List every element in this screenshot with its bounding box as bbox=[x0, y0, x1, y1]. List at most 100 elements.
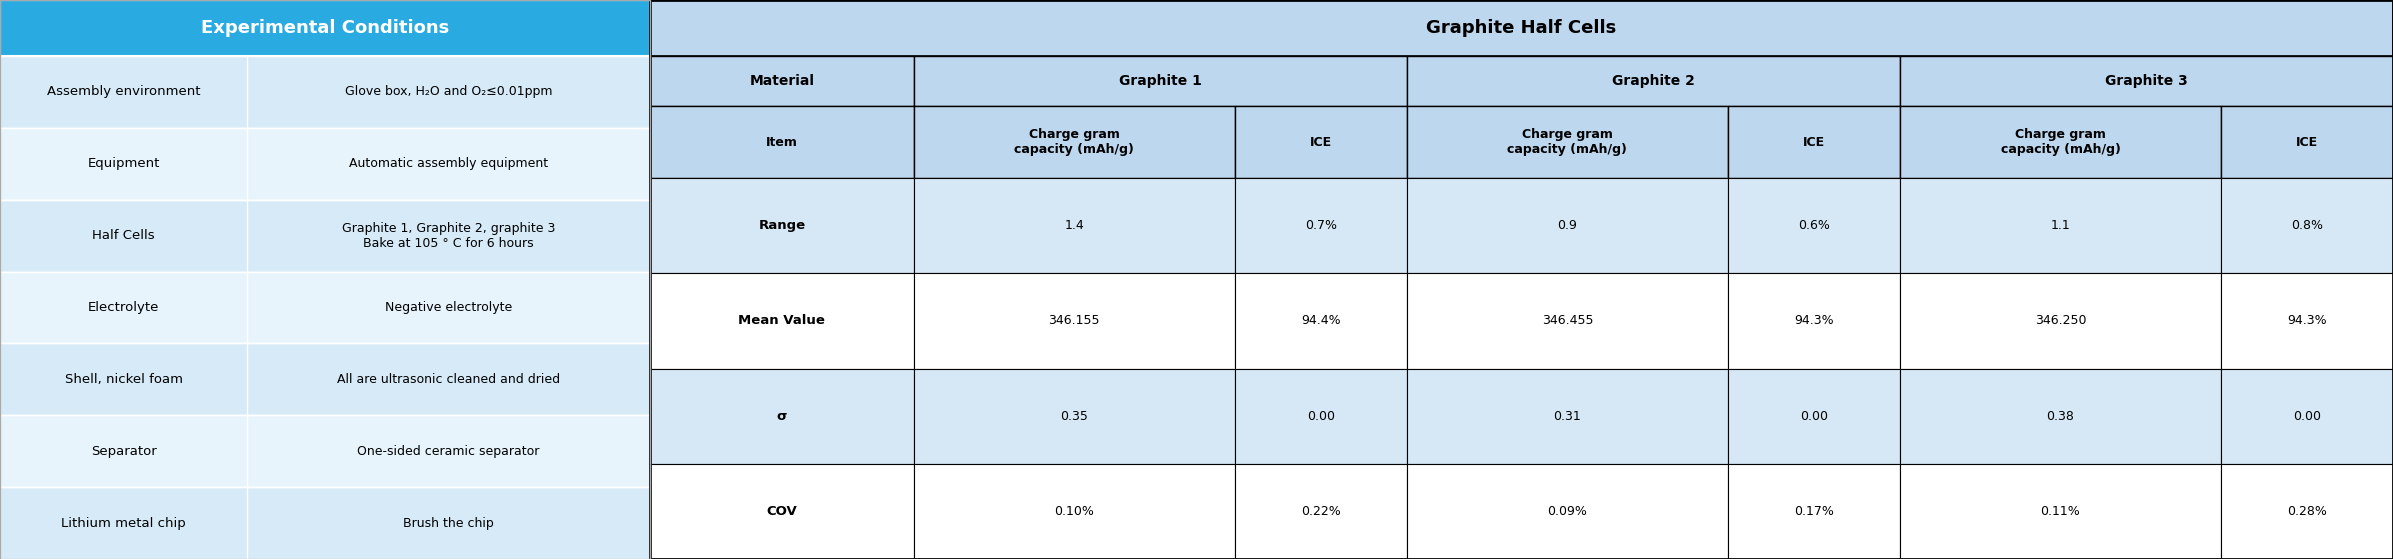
Bar bbox=[0, 415, 651, 487]
Text: Negative electrolyte: Negative electrolyte bbox=[385, 301, 512, 314]
Text: Brush the chip: Brush the chip bbox=[402, 517, 493, 529]
Text: 1.4: 1.4 bbox=[1065, 219, 1084, 232]
Bar bbox=[1900, 56, 2393, 106]
Text: 0.22%: 0.22% bbox=[1302, 505, 1340, 518]
Text: Charge gram
capacity (mAh/g): Charge gram capacity (mAh/g) bbox=[1015, 128, 1134, 156]
Bar bbox=[2221, 106, 2393, 178]
Text: Charge gram
capacity (mAh/g): Charge gram capacity (mAh/g) bbox=[1508, 128, 1627, 156]
Bar bbox=[1728, 273, 1900, 368]
Bar bbox=[1900, 368, 2221, 464]
Text: Graphite 3: Graphite 3 bbox=[2106, 74, 2187, 88]
Text: Graphite 1, Graphite 2, graphite 3
Bake at 105 ° C for 6 hours: Graphite 1, Graphite 2, graphite 3 Bake … bbox=[342, 221, 555, 250]
Bar bbox=[651, 106, 914, 178]
Bar bbox=[2221, 464, 2393, 559]
Bar bbox=[1235, 178, 1407, 273]
Bar bbox=[2221, 178, 2393, 273]
Text: 0.7%: 0.7% bbox=[1304, 219, 1338, 232]
Text: 0.28%: 0.28% bbox=[2288, 505, 2326, 518]
Text: 0.9: 0.9 bbox=[1558, 219, 1577, 232]
Text: ICE: ICE bbox=[2295, 135, 2319, 149]
Text: Equipment: Equipment bbox=[86, 157, 160, 170]
Text: 0.00: 0.00 bbox=[1800, 410, 1828, 423]
Bar bbox=[914, 368, 1235, 464]
Text: ICE: ICE bbox=[1309, 135, 1333, 149]
Bar bbox=[0, 343, 651, 415]
Text: 1.1: 1.1 bbox=[2051, 219, 2070, 232]
Bar bbox=[651, 56, 914, 106]
Bar bbox=[1407, 368, 1728, 464]
Bar bbox=[1407, 56, 1900, 106]
Text: Electrolyte: Electrolyte bbox=[89, 301, 160, 314]
Bar bbox=[914, 464, 1235, 559]
Text: 0.00: 0.00 bbox=[2292, 410, 2321, 423]
Bar bbox=[914, 273, 1235, 368]
Text: 0.09%: 0.09% bbox=[1548, 505, 1587, 518]
Text: Graphite 1: Graphite 1 bbox=[1120, 74, 1201, 88]
Bar bbox=[1407, 178, 1728, 273]
Text: 346.455: 346.455 bbox=[1541, 314, 1594, 328]
Bar bbox=[0, 272, 651, 343]
Bar bbox=[1728, 106, 1900, 178]
Text: Shell, nickel foam: Shell, nickel foam bbox=[65, 373, 182, 386]
Bar bbox=[1407, 106, 1728, 178]
Text: 0.6%: 0.6% bbox=[1797, 219, 1831, 232]
Text: 94.3%: 94.3% bbox=[2288, 314, 2326, 328]
Text: Material: Material bbox=[749, 74, 814, 88]
Text: One-sided ceramic separator: One-sided ceramic separator bbox=[357, 445, 541, 458]
Bar bbox=[1407, 273, 1728, 368]
Bar bbox=[1728, 368, 1900, 464]
Bar bbox=[2221, 273, 2393, 368]
Text: All are ultrasonic cleaned and dried: All are ultrasonic cleaned and dried bbox=[337, 373, 560, 386]
Bar bbox=[1235, 106, 1407, 178]
Bar bbox=[651, 0, 2393, 56]
Text: 94.4%: 94.4% bbox=[1302, 314, 1340, 328]
Bar bbox=[0, 128, 651, 200]
Bar bbox=[1728, 464, 1900, 559]
Text: 0.8%: 0.8% bbox=[2290, 219, 2324, 232]
Bar bbox=[651, 368, 914, 464]
Text: 0.35: 0.35 bbox=[1060, 410, 1089, 423]
Bar bbox=[1235, 368, 1407, 464]
Text: 346.250: 346.250 bbox=[2034, 314, 2087, 328]
Text: 0.00: 0.00 bbox=[1307, 410, 1335, 423]
Text: Assembly environment: Assembly environment bbox=[48, 86, 201, 98]
Text: 94.3%: 94.3% bbox=[1795, 314, 1833, 328]
Bar bbox=[1407, 464, 1728, 559]
Text: Lithium metal chip: Lithium metal chip bbox=[62, 517, 187, 529]
Bar bbox=[0, 487, 651, 559]
Text: Graphite 2: Graphite 2 bbox=[1613, 74, 1694, 88]
Bar bbox=[0, 0, 651, 56]
Text: 0.11%: 0.11% bbox=[2041, 505, 2080, 518]
Text: COV: COV bbox=[766, 505, 797, 518]
Bar bbox=[1900, 273, 2221, 368]
Bar bbox=[1728, 178, 1900, 273]
Bar bbox=[651, 273, 914, 368]
Bar bbox=[1900, 106, 2221, 178]
Bar bbox=[0, 0, 651, 559]
Text: Automatic assembly equipment: Automatic assembly equipment bbox=[349, 157, 548, 170]
Text: Experimental Conditions: Experimental Conditions bbox=[201, 19, 450, 37]
Bar bbox=[914, 178, 1235, 273]
Text: Mean Value: Mean Value bbox=[739, 314, 826, 328]
Text: 0.38: 0.38 bbox=[2046, 410, 2075, 423]
Bar bbox=[2221, 368, 2393, 464]
Text: σ: σ bbox=[778, 410, 787, 423]
Text: 0.31: 0.31 bbox=[1553, 410, 1582, 423]
Bar bbox=[0, 56, 651, 128]
Bar bbox=[651, 178, 914, 273]
Bar bbox=[914, 56, 1407, 106]
Bar bbox=[0, 200, 651, 272]
Text: Charge gram
capacity (mAh/g): Charge gram capacity (mAh/g) bbox=[2001, 128, 2120, 156]
Bar bbox=[651, 0, 2393, 559]
Text: Graphite Half Cells: Graphite Half Cells bbox=[1426, 19, 1618, 37]
Text: Separator: Separator bbox=[91, 445, 156, 458]
Text: Glove box, H₂O and O₂≤0.01ppm: Glove box, H₂O and O₂≤0.01ppm bbox=[345, 86, 553, 98]
Bar bbox=[1235, 464, 1407, 559]
Text: Half Cells: Half Cells bbox=[93, 229, 156, 242]
Text: ICE: ICE bbox=[1802, 135, 1826, 149]
Text: 346.155: 346.155 bbox=[1048, 314, 1101, 328]
Bar bbox=[1900, 464, 2221, 559]
Text: Range: Range bbox=[759, 219, 806, 232]
Text: Item: Item bbox=[766, 135, 797, 149]
Bar bbox=[1900, 178, 2221, 273]
